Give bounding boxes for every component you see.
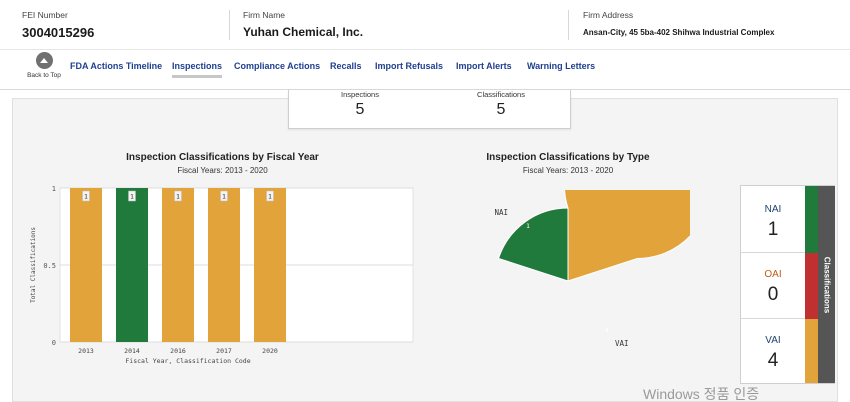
firm-name-value: Yuhan Chemical, Inc.	[243, 25, 364, 39]
classifications-rail-label: Classifications	[822, 256, 831, 313]
pie-chart-title: Inspection Classifications by Type	[486, 152, 650, 163]
back-to-top-label: Back to Top	[27, 72, 61, 79]
y-tick-label: 0.5	[43, 262, 56, 270]
summary-box: Inspections 5 Classifications 5	[288, 90, 571, 129]
classifications-rail[interactable]: Classifications	[818, 186, 835, 383]
x-tick-label: 2013	[78, 347, 94, 355]
legend-vai-swatch	[805, 319, 818, 383]
bar-chart: 0 0.5 1 1 2013 1 2014 1 2016 1 2017 1 2020 Fiscal Yea…	[30, 185, 414, 365]
x-tick-label: 2020	[262, 347, 278, 355]
legend-vai[interactable]: VAI 4	[741, 319, 805, 383]
legend-oai-swatch	[805, 253, 818, 319]
data-label-box	[128, 190, 136, 202]
classification-legend: NAI 1 OAI 0 VAI 4 Classifications	[740, 185, 835, 384]
data-label: 1	[84, 193, 88, 201]
classifications-label: Classifications	[477, 90, 525, 99]
bar-2013[interactable]	[70, 188, 102, 342]
data-label: 1	[222, 193, 226, 201]
bar-2020[interactable]	[254, 188, 286, 342]
data-label: 1	[268, 193, 272, 201]
bar-2017[interactable]	[208, 188, 240, 342]
legend-nai-value: 1	[767, 219, 779, 240]
bar-chart-title: Inspection Classifications by Fiscal Yea…	[126, 152, 319, 163]
pie-category-label: NAI	[494, 208, 508, 217]
fei-block: FEI Number 3004015296	[22, 10, 94, 40]
tab-import-alerts[interactable]: Import Alerts	[456, 61, 512, 71]
data-label-box	[266, 190, 274, 202]
firm-address-block: Firm Address Ansan-City, 45 5ba-402 Shih…	[583, 10, 774, 37]
legend-oai-label: OAI	[764, 269, 782, 280]
tab-fda-actions-timeline[interactable]: FDA Actions Timeline	[70, 61, 163, 71]
pie-chart-subtitle: Fiscal Years: 2013 - 2020	[522, 166, 614, 175]
tab-recalls[interactable]: Recalls	[330, 61, 362, 71]
pie-data-label: 4	[605, 326, 609, 334]
data-label: 1	[176, 193, 180, 201]
data-label: 1	[130, 193, 134, 201]
inspections-label: Inspections	[341, 90, 379, 99]
legend-oai[interactable]: OAI 0	[741, 253, 805, 319]
back-to-top-button[interactable]: Back to Top	[26, 52, 62, 79]
pie-data-label: 1	[526, 222, 530, 230]
pie-slice-nai[interactable]	[497, 207, 569, 282]
tab-import-refusals[interactable]: Import Refusals	[375, 61, 444, 71]
x-tick-label: 2017	[216, 347, 232, 355]
y-tick-label: 0	[52, 339, 56, 347]
tab-warning-letters[interactable]: Warning Letters	[527, 61, 596, 71]
data-label-box	[82, 190, 90, 202]
legend-vai-label: VAI	[765, 335, 781, 346]
legend-vai-value: 4	[767, 350, 779, 371]
legend-nai-label: NAI	[764, 204, 782, 215]
firm-name-block: Firm Name Yuhan Chemical, Inc.	[243, 10, 363, 39]
pie-category-label: VAI	[615, 339, 629, 348]
firm-info-bar: FEI Number 3004015296 Firm Name Yuhan Ch…	[0, 0, 850, 50]
legend-nai[interactable]: NAI 1	[741, 186, 805, 253]
data-label-box	[174, 190, 182, 202]
x-axis-title: Fiscal Year, Classification Code	[125, 357, 250, 365]
y-axis-title: Total Classifications	[30, 227, 37, 303]
tab-inspections[interactable]: Inspections	[172, 61, 223, 78]
classifications-count: Classifications 5	[456, 90, 546, 119]
x-tick-label: 2014	[124, 347, 140, 355]
firm-name-label: Firm Name	[243, 10, 286, 20]
section-nav: Back to Top FDA Actions Timeline Inspect…	[0, 50, 850, 90]
firm-address-label: Firm Address	[583, 10, 634, 20]
data-label-box	[220, 190, 228, 202]
legend-oai-value: 0	[767, 284, 779, 305]
firm-address-value: Ansan-City, 45 5ba-402 Shihwa Industrial…	[583, 28, 775, 37]
inspections-count: Inspections 5	[315, 90, 405, 119]
tab-compliance-actions[interactable]: Compliance Actions	[234, 61, 321, 71]
arrow-up-icon	[35, 52, 53, 69]
info-divider	[229, 10, 230, 40]
pie-chart: 1 NAI 4 VAI	[494, 190, 690, 348]
windows-activation-watermark: Windows 정품 인증	[643, 386, 760, 402]
legend-nai-swatch	[805, 186, 818, 253]
pie-slice-vai[interactable]	[564, 190, 690, 282]
x-tick-label: 2016	[170, 347, 186, 355]
bar-2014[interactable]	[116, 188, 148, 342]
y-tick-label: 1	[52, 185, 56, 193]
bar-chart-subtitle: Fiscal Years: 2013 - 2020	[177, 166, 268, 175]
fei-value: 3004015296	[22, 25, 95, 40]
inspections-value: 5	[355, 101, 365, 118]
bar-2016[interactable]	[162, 188, 194, 342]
info-divider	[568, 10, 569, 40]
classifications-value: 5	[496, 101, 506, 118]
fei-label: FEI Number	[22, 10, 68, 20]
